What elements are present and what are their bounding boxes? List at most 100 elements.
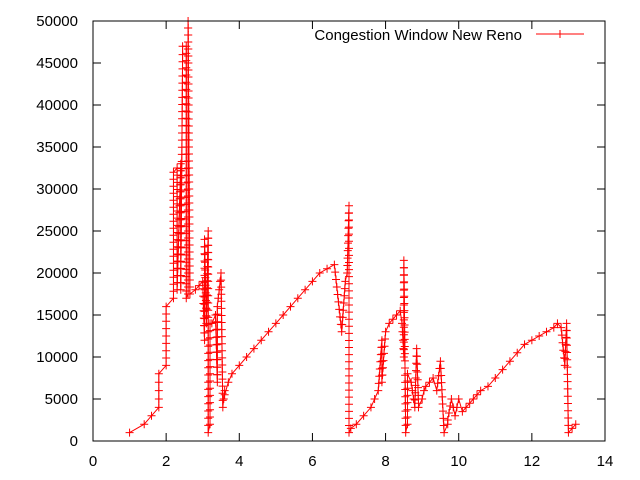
data-point — [338, 320, 347, 329]
data-point — [414, 391, 423, 400]
data-point — [332, 283, 341, 291]
data-point — [377, 350, 386, 359]
data-point — [162, 302, 171, 311]
data-point — [345, 265, 353, 274]
data-point — [400, 335, 409, 344]
data-point — [520, 340, 529, 349]
data-point — [400, 299, 409, 308]
data-point — [213, 347, 222, 356]
data-point — [184, 115, 193, 123]
data-point — [185, 164, 194, 172]
data-point — [345, 215, 353, 224]
data-point — [345, 301, 353, 310]
data-point — [339, 306, 348, 315]
data-point — [204, 284, 213, 293]
data-point — [491, 374, 500, 382]
data-point — [184, 129, 193, 137]
data-point — [182, 294, 191, 303]
data-point — [399, 315, 408, 324]
data-point — [403, 391, 412, 400]
data-point — [185, 206, 194, 214]
data-point — [177, 243, 186, 252]
legend-marker — [556, 30, 564, 38]
data-point — [217, 311, 226, 320]
data-point — [217, 332, 226, 341]
data-point — [235, 361, 244, 370]
data-point — [345, 407, 353, 416]
data-point — [176, 173, 185, 182]
data-point — [218, 360, 227, 369]
data-point — [563, 348, 572, 357]
data-point — [147, 411, 156, 420]
data-point — [200, 329, 209, 337]
data-point — [154, 395, 163, 403]
data-point — [206, 369, 215, 378]
y-tick-label: 50000 — [36, 13, 78, 30]
data-point — [184, 45, 193, 53]
data-point — [169, 280, 178, 289]
data-point — [219, 395, 228, 403]
data-point — [176, 194, 185, 203]
data-point — [469, 395, 478, 403]
data-point — [345, 286, 353, 295]
data-point — [185, 234, 194, 242]
data-point — [337, 327, 346, 336]
data-point — [345, 244, 353, 253]
data-point — [178, 64, 187, 73]
data-point — [178, 57, 187, 66]
data-point — [162, 309, 171, 318]
data-point — [401, 428, 410, 437]
data-point — [345, 350, 353, 359]
data-point — [379, 356, 388, 365]
data-point — [162, 354, 171, 363]
data-point — [403, 413, 412, 421]
data-point — [418, 395, 427, 403]
data-point — [454, 395, 463, 403]
y-tick-label: 15000 — [36, 307, 78, 324]
data-point — [388, 315, 397, 324]
y-tick-label: 5000 — [45, 391, 78, 408]
data-point — [378, 363, 387, 372]
data-point — [162, 339, 171, 348]
data-point — [563, 363, 572, 372]
data-point — [403, 369, 412, 378]
data-point — [213, 310, 222, 319]
data-point — [505, 357, 514, 366]
data-point — [185, 199, 194, 207]
data-point — [185, 255, 194, 263]
data-point — [184, 101, 193, 109]
data-point — [206, 391, 215, 400]
data-point — [169, 266, 178, 275]
data-point — [204, 378, 213, 387]
data-point — [154, 369, 163, 378]
x-tick-label: 8 — [381, 453, 389, 470]
data-point — [444, 409, 453, 417]
data-point — [178, 93, 187, 102]
data-point — [200, 336, 209, 345]
data-point — [176, 264, 185, 273]
data-point — [204, 306, 213, 315]
data-point — [409, 395, 418, 403]
y-tick-label: 0 — [70, 433, 78, 450]
data-point — [334, 297, 343, 306]
data-point — [438, 407, 447, 416]
data-point — [438, 400, 447, 409]
data-point — [443, 416, 452, 424]
data-point — [400, 328, 409, 337]
data-point — [204, 270, 213, 279]
data-point — [335, 305, 344, 314]
data-point — [203, 283, 212, 292]
data-point — [400, 292, 409, 301]
data-point — [184, 143, 193, 151]
y-tick-label: 20000 — [36, 265, 78, 282]
data-point — [400, 320, 409, 329]
data-point — [374, 386, 383, 395]
data-point — [483, 382, 492, 391]
data-point — [184, 94, 193, 102]
data-point — [345, 343, 353, 352]
data-point — [204, 371, 213, 379]
data-point — [301, 285, 310, 294]
data-point — [185, 220, 194, 228]
data-point — [378, 371, 387, 379]
